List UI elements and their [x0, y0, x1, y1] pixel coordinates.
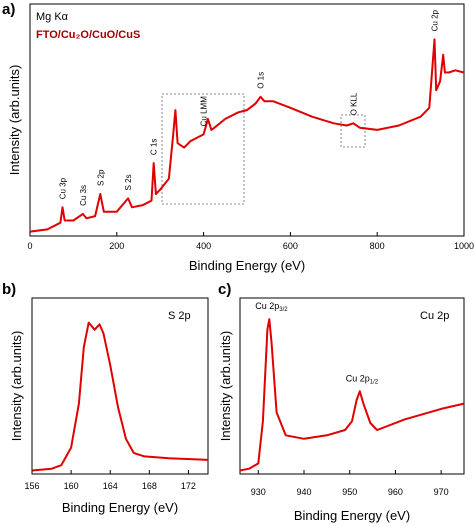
peak-label: Cu 2p3/2: [255, 301, 288, 313]
panel-c-tick-label: 950: [342, 487, 357, 497]
panel-a-tick-label: 200: [109, 241, 124, 251]
panel-a-letter: a): [2, 1, 15, 18]
peak-label: C 1s: [150, 139, 159, 155]
panel-b-tick-label: 164: [103, 481, 118, 491]
peak-label: Cu 2p: [430, 9, 439, 31]
panel-c-y-axis-label: Intensity (arb.units): [218, 331, 233, 442]
panel-b-x-ticks: 156 160 164 168 172: [24, 470, 196, 491]
panel-c-tick-label: 940: [296, 487, 311, 497]
panel-c-x-ticks: 930 940 950 960 970: [251, 470, 449, 497]
panel-a-tick-label: 0: [27, 241, 32, 251]
panel-a-tick-label: 1000: [454, 241, 474, 251]
peak-label: O 1s: [256, 72, 265, 89]
panel-a-series: [29, 38, 465, 233]
panel-a-tick-label: 400: [196, 241, 211, 251]
panel-c-peak-labels: Cu 2p3/2 Cu 2p1/2: [255, 301, 379, 385]
panel-b-s2p-spectrum: b) S 2p 156 160 164 168 172 Binding Energy (…: [2, 281, 209, 515]
peak-label: S 2p: [96, 169, 105, 186]
panel-b-tick-label: 172: [181, 481, 196, 491]
panel-c-spectrum-line: [239, 318, 465, 472]
panel-a-spectrum-line: [29, 38, 465, 233]
panel-b-letter: b): [2, 281, 16, 298]
panel-b-tick-label: 160: [64, 481, 79, 491]
panel-a-survey-spectrum: a) Mg Kα FTO/Cu₂O/CuO/CuS 0 200 400 600 800 1…: [2, 1, 474, 273]
panel-c-letter: c): [218, 281, 231, 298]
cu-lmm-region-box: [161, 93, 245, 205]
panel-c-tick-label: 930: [251, 487, 266, 497]
panel-a-sample-label: FTO/Cu₂O/CuO/CuS: [36, 29, 140, 41]
peak-label: Cu 3s: [79, 185, 88, 206]
peak-label: O KLL: [349, 92, 358, 115]
panel-b-spectrum-line: [31, 321, 209, 472]
peak-label: S 2s: [124, 174, 133, 190]
panel-a-x-axis-label: Binding Energy (eV): [189, 258, 305, 273]
panel-b-title-element: S 2p: [168, 310, 191, 322]
peak-label: Cu LMM: [200, 96, 209, 127]
panel-b-title: S 2p: [168, 310, 191, 322]
panel-c-x-axis-label: Binding Energy (eV): [294, 508, 410, 523]
panel-b-x-axis-label: Binding Energy (eV): [62, 500, 178, 515]
panel-c-plot-frame: [239, 297, 465, 475]
panel-b-tick-label: 168: [142, 481, 157, 491]
panel-a-x-ticks: 0 200 400 600 800 1000: [27, 232, 474, 251]
panel-b-y-axis-label: Intensity (arb.units): [9, 331, 24, 442]
panel-b-series: [31, 321, 209, 472]
panel-c-title: Cu 2p: [420, 310, 449, 322]
panel-c-series: [239, 318, 465, 472]
panel-a-peak-labels: Cu 3p Cu 3s S 2p S 2s C 1s Cu LMM O 1s O KLL Cu …: [59, 9, 440, 205]
panel-a-y-axis-label: Intensity (arb.units): [7, 65, 22, 176]
peak-label: Cu 2p1/2: [346, 373, 379, 385]
panel-b-tick-label: 156: [24, 481, 39, 491]
panel-a-tick-label: 800: [370, 241, 385, 251]
panel-c-cu2p-spectrum: c) Cu 2p 930 940 950 960 970 Cu 2p3/2 Cu 2p1/…: [218, 281, 465, 523]
panel-c-tick-label: 960: [388, 487, 403, 497]
panel-a-plot-frame: [29, 3, 465, 237]
panel-b-plot-frame: [31, 297, 209, 475]
panel-a-source-label: Mg Kα: [36, 11, 69, 23]
panel-a-tick-label: 600: [283, 241, 298, 251]
o-kll-region-box: [340, 114, 366, 148]
panel-c-tick-label: 970: [434, 487, 449, 497]
peak-label: Cu 3p: [59, 177, 68, 199]
